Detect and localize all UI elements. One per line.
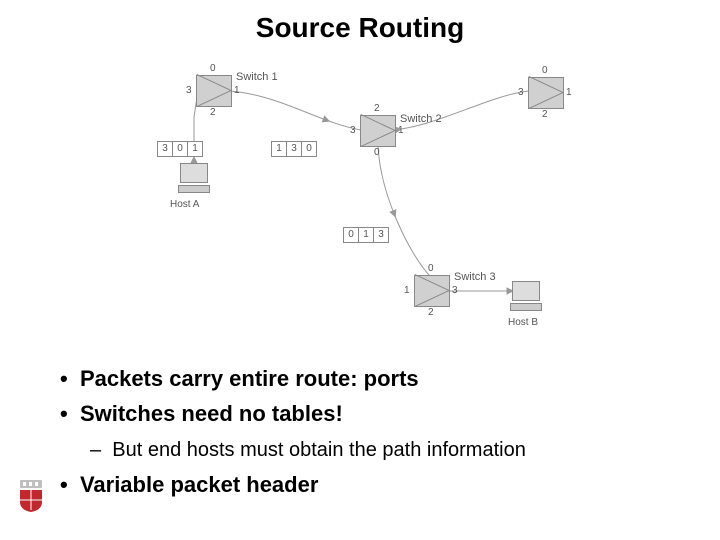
port-number: 3 bbox=[452, 285, 458, 296]
switch-node bbox=[360, 115, 396, 147]
packet-cell: 3 bbox=[373, 227, 389, 243]
port-number: 0 bbox=[374, 147, 380, 158]
page-title: Source Routing bbox=[0, 12, 720, 44]
switch-label: Switch 3 bbox=[454, 271, 496, 283]
switch-node bbox=[196, 75, 232, 107]
port-number: 3 bbox=[350, 125, 356, 136]
arrow-icon bbox=[390, 210, 398, 218]
edge-path bbox=[230, 91, 361, 130]
port-number: 3 bbox=[518, 87, 524, 98]
edge-path bbox=[378, 145, 430, 276]
port-number: 1 bbox=[398, 125, 404, 136]
switch-label: Switch 2 bbox=[400, 113, 442, 125]
port-number: 1 bbox=[404, 285, 410, 296]
bullet-list: • Packets carry entire route: ports • Sw… bbox=[60, 360, 660, 500]
bullet-text: Packets carry entire route: ports bbox=[80, 366, 419, 391]
port-number: 2 bbox=[428, 307, 434, 318]
switch-node bbox=[528, 77, 564, 109]
packet-cell: 1 bbox=[358, 227, 374, 243]
port-number: 3 bbox=[186, 85, 192, 96]
host-label: Host B bbox=[508, 317, 538, 328]
bullet-item: • Variable packet header bbox=[60, 470, 660, 501]
bullet-text: Switches need no tables! bbox=[80, 401, 343, 426]
packet-cell: 1 bbox=[187, 141, 203, 157]
host-label: Host A bbox=[170, 199, 199, 210]
bullet-text: Variable packet header bbox=[80, 472, 318, 497]
port-number: 0 bbox=[542, 65, 548, 76]
switch-node bbox=[414, 275, 450, 307]
port-number: 1 bbox=[566, 87, 572, 98]
packet-cell: 3 bbox=[157, 141, 173, 157]
bullet-text: But end hosts must obtain the path infor… bbox=[112, 439, 526, 461]
packet-cell: 3 bbox=[286, 141, 302, 157]
host-node bbox=[176, 163, 212, 195]
packet-header: 301 bbox=[158, 141, 203, 157]
packet-cell: 0 bbox=[172, 141, 188, 157]
bullet-item: • Switches need no tables! bbox=[60, 399, 660, 430]
port-number: 1 bbox=[234, 85, 240, 96]
packet-cell: 1 bbox=[271, 141, 287, 157]
host-node bbox=[508, 281, 544, 313]
packet-cell: 0 bbox=[343, 227, 359, 243]
network-diagram: Switch 10312Switch 223100312Switch 30132… bbox=[100, 55, 620, 345]
packet-cell: 0 bbox=[301, 141, 317, 157]
packet-header: 013 bbox=[344, 227, 389, 243]
port-number: 2 bbox=[542, 109, 548, 120]
arrow-icon bbox=[322, 116, 330, 124]
port-number: 0 bbox=[428, 263, 434, 274]
packet-header: 130 bbox=[272, 141, 317, 157]
brown-shield-logo bbox=[18, 480, 44, 512]
bullet-item: • Packets carry entire route: ports bbox=[60, 364, 660, 395]
sub-bullet-item: – But end hosts must obtain the path inf… bbox=[90, 436, 660, 464]
port-number: 2 bbox=[374, 103, 380, 114]
port-number: 0 bbox=[210, 63, 216, 74]
port-number: 2 bbox=[210, 107, 216, 118]
switch-label: Switch 1 bbox=[236, 71, 278, 83]
